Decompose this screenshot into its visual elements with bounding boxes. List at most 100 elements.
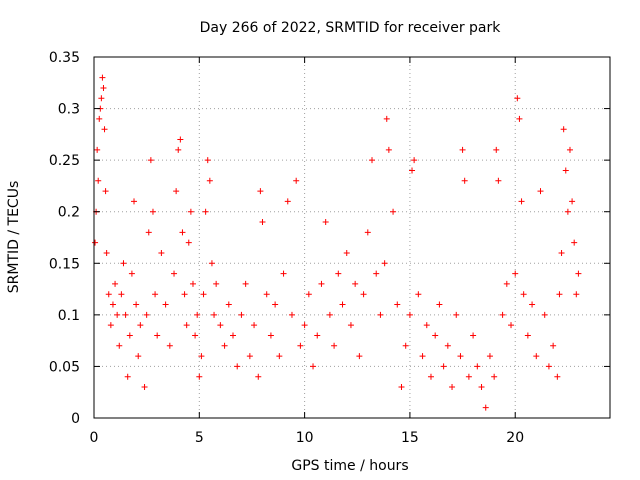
data-point: [181, 291, 188, 298]
data-point: [272, 301, 279, 308]
data-point: [409, 167, 416, 174]
data-point: [208, 260, 215, 267]
data-point: [470, 332, 477, 339]
data-point: [152, 291, 159, 298]
data-point: [175, 146, 182, 153]
x-tick-label: 10: [296, 430, 314, 446]
data-point: [352, 280, 359, 287]
y-tick-label: 0.05: [49, 359, 80, 375]
data-point: [356, 353, 363, 360]
grid-lines: [93, 56, 610, 419]
data-point: [385, 146, 392, 153]
data-point: [545, 363, 552, 370]
data-point: [230, 332, 237, 339]
data-point: [103, 249, 110, 256]
data-point: [99, 74, 106, 81]
data-point: [305, 291, 312, 298]
data-point: [486, 353, 493, 360]
data-point: [284, 198, 291, 205]
data-point: [301, 322, 308, 329]
data-point: [326, 311, 333, 318]
data-point: [411, 157, 418, 164]
data-point: [107, 322, 114, 329]
data-point: [394, 301, 401, 308]
y-tick-label: 0.25: [49, 153, 80, 169]
data-point: [242, 280, 249, 287]
data-point: [128, 270, 135, 277]
data-point: [238, 311, 245, 318]
y-tick-label: 0.3: [58, 102, 80, 118]
data-point: [322, 219, 329, 226]
data-point: [297, 342, 304, 349]
data-point: [491, 373, 498, 380]
data-point: [118, 291, 125, 298]
data-point: [120, 260, 127, 267]
data-point: [131, 198, 138, 205]
data-point: [257, 188, 264, 195]
data-point: [166, 342, 173, 349]
data-point: [398, 384, 405, 391]
data-point: [137, 322, 144, 329]
data-point: [495, 177, 502, 184]
data-point: [183, 322, 190, 329]
data-point: [94, 146, 101, 153]
data-point: [217, 322, 224, 329]
data-point: [109, 301, 116, 308]
data-point: [461, 177, 468, 184]
data-point: [508, 322, 515, 329]
data-point: [198, 353, 205, 360]
plot-frame: [93, 56, 611, 419]
data-point: [202, 208, 209, 215]
data-point: [251, 322, 258, 329]
data-point: [339, 301, 346, 308]
data-point: [204, 157, 211, 164]
data-point: [558, 249, 565, 256]
data-point: [124, 373, 131, 380]
data-point: [185, 239, 192, 246]
data-point: [440, 363, 447, 370]
data-point: [562, 167, 569, 174]
x-axis-label: GPS time / hours: [291, 458, 408, 474]
data-point: [100, 84, 107, 91]
data-point: [192, 332, 199, 339]
data-point: [225, 301, 232, 308]
data-point: [221, 342, 228, 349]
x-tick-label: 0: [90, 430, 99, 446]
data-point: [432, 332, 439, 339]
data-point: [179, 229, 186, 236]
data-point: [554, 373, 561, 380]
data-point: [267, 332, 274, 339]
data-point: [158, 249, 165, 256]
data-point: [187, 208, 194, 215]
data-point: [126, 332, 133, 339]
data-point: [478, 384, 485, 391]
data-point: [569, 198, 576, 205]
x-tick-label: 20: [506, 430, 524, 446]
data-point: [503, 280, 510, 287]
data-point: [112, 280, 119, 287]
data-point: [423, 322, 430, 329]
data-point: [314, 332, 321, 339]
data-point: [482, 404, 489, 411]
data-point: [516, 115, 523, 122]
data-point: [560, 126, 567, 133]
data-point: [427, 373, 434, 380]
data-point: [415, 291, 422, 298]
data-point: [135, 353, 142, 360]
x-tick-label: 15: [401, 430, 419, 446]
data-point: [154, 332, 161, 339]
data-point: [213, 280, 220, 287]
data-point: [105, 291, 112, 298]
data-point: [200, 291, 207, 298]
data-point: [459, 146, 466, 153]
data-point: [518, 198, 525, 205]
data-point: [520, 291, 527, 298]
data-point: [453, 311, 460, 318]
data-point: [122, 311, 129, 318]
data-point: [541, 311, 548, 318]
data-point: [189, 280, 196, 287]
data-point: [381, 260, 388, 267]
data-point: [211, 311, 218, 318]
data-point: [369, 157, 376, 164]
data-point: [143, 311, 150, 318]
